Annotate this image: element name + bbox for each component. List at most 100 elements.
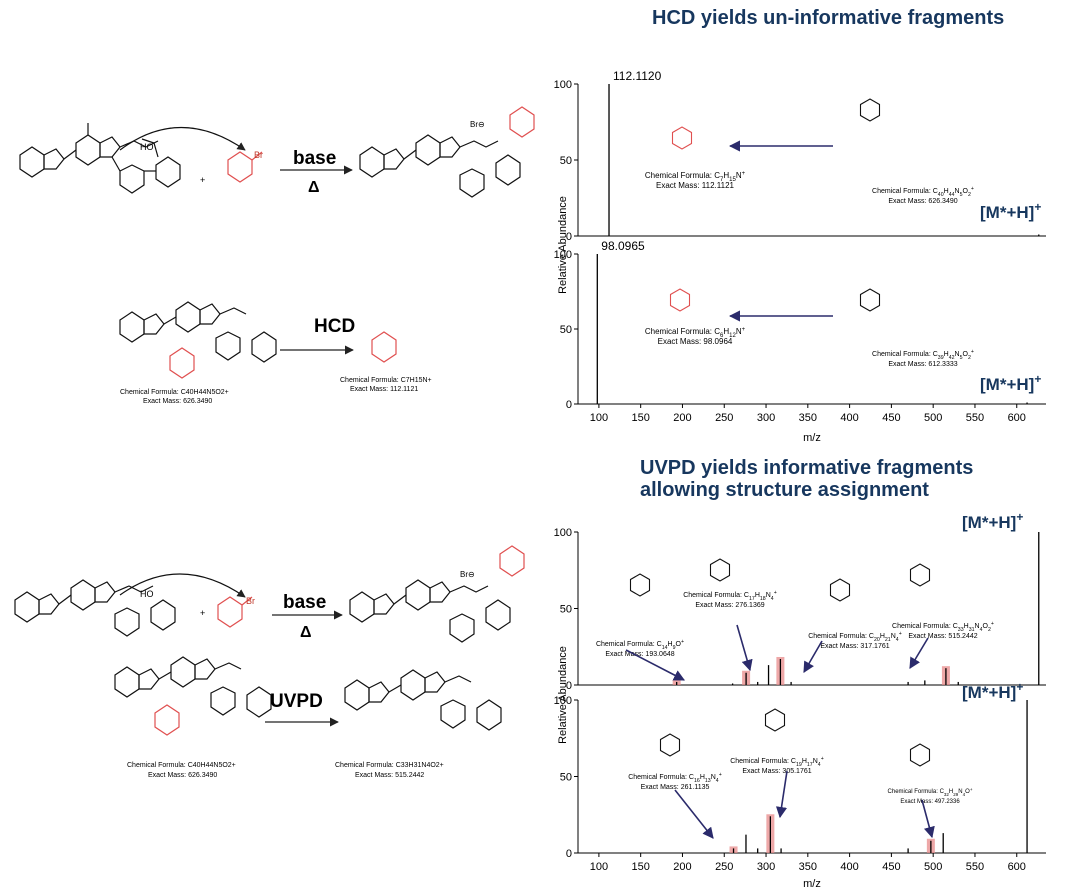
uvpd-bottom-fragment-305-mass: Exact Mass: 305.1761 [742, 768, 811, 775]
reaction-schemes: HO + Br base Δ Br⊖ Chemical Formula: C40… [14, 106, 535, 779]
scheme2-precursor-em: Exact Mass: 626.3490 [143, 398, 212, 405]
scheme3-br: Br [246, 596, 255, 606]
structure-glyph-8 [659, 733, 681, 757]
structure-glyph-4 [629, 573, 651, 597]
y-tick-label: 100 [554, 527, 572, 539]
x-tick-label: 600 [1008, 861, 1026, 873]
x-tick-label: 500 [924, 412, 942, 424]
hcd-top-precursor-mass: Exact Mass: 626.3490 [888, 198, 957, 205]
y-tick-label: 0 [566, 231, 572, 243]
x-tick-label: 250 [715, 861, 733, 873]
x-tick-label: 200 [673, 861, 691, 873]
uvpd-top-fragment-515-mass: Exact Mass: 515.2442 [908, 633, 977, 640]
uvpd-bottom-fragment-497-formula: Chemical Formula: C32H29N4O+ [888, 787, 973, 797]
x-tick-label: 300 [757, 412, 775, 424]
pointer-arrow-3 [736, 624, 753, 672]
scheme2-product-em: Exact Mass: 112.1121 [350, 386, 418, 393]
scheme1-oh-label: HO [140, 142, 154, 152]
hcd-top-fragment-formula: Chemical Formula: C7H15N+ [645, 171, 746, 183]
scheme4-precursor-cf: Chemical Formula: C40H44N5O2+ [127, 762, 236, 769]
scheme3-plus: + [200, 608, 205, 618]
scheme3-product [349, 545, 525, 643]
x-axis-title-hcd: m/z [803, 432, 821, 444]
scheme2-precursor-cf: Chemical Formula: C40H44N5O2+ [120, 389, 229, 396]
uvpd-top-fragment-515-formula: Chemical Formula: C33H31N4O2+ [892, 621, 994, 633]
scheme2-product-cf: Chemical Formula: C7H15N+ [340, 377, 432, 384]
pointer-arrow-7 [775, 770, 788, 819]
uvpd-top-fragment-193-mass: Exact Mass: 193.0648 [605, 651, 674, 658]
structure-glyph-9 [764, 708, 786, 732]
scheme4-product [344, 669, 502, 731]
spectrum-hcd_top: 0 50 100 112.1120 [554, 69, 1046, 243]
ion-label-hcd-top: [M*+H]+ [980, 200, 1041, 222]
uvpd-bottom-fragment-305-formula: Chemical Formula: C19H17N4+ [730, 756, 824, 768]
pointer-arrow-2 [625, 649, 685, 681]
scheme1-heat-label: Δ [308, 179, 320, 196]
scheme3-base-label: base [283, 592, 326, 613]
x-tick-label: 550 [966, 861, 984, 873]
x-tick-label: 150 [631, 861, 649, 873]
structure-glyph-2 [859, 98, 881, 122]
x-tick-label: 400 [840, 412, 858, 424]
hcd-bottom-fragment-formula: Chemical Formula: C6H12N+ [645, 327, 746, 339]
scheme1-br: Br [254, 150, 263, 160]
scheme4-product-em: Exact Mass: 515.2442 [355, 772, 424, 779]
peak-label: 112.1120 [613, 69, 662, 83]
y-tick-label: 50 [560, 155, 572, 167]
y-tick-label: 0 [566, 399, 572, 411]
hcd-top-precursor-formula: Chemical Formula: C40H44N5O2+ [872, 186, 974, 198]
y-tick-label: 100 [554, 695, 572, 707]
scheme3-heat-label: Δ [300, 624, 312, 641]
structure-glyph-6 [829, 578, 851, 602]
pointer-arrow-8 [921, 799, 935, 839]
scheme3-br-anion: Br⊖ [460, 570, 475, 579]
scheme3-piperidine [217, 596, 253, 628]
uvpd-bottom-fragment-497-mass: Exact Mass: 497.2336 [900, 799, 960, 805]
scheme4-uvpd-label: UVPD [270, 691, 323, 712]
scheme1-attack-arrow [119, 127, 246, 151]
peak-label: 98.0965 [601, 239, 645, 253]
uvpd-top-fragment-193-formula: Chemical Formula: C14H9O+ [596, 639, 684, 651]
scheme4-precursor-em: Exact Mass: 626.3490 [148, 772, 217, 779]
x-tick-label: 450 [882, 412, 900, 424]
x-tick-label: 250 [715, 412, 733, 424]
uvpd-top-fragment-276-mass: Exact Mass: 276.1369 [695, 602, 764, 609]
x-tick-label: 350 [799, 861, 817, 873]
structure-glyph-3 [859, 288, 881, 312]
uvpd-bottom-fragment-261-formula: Chemical Formula: C16H13N4+ [628, 772, 722, 784]
structure-glyph-5 [709, 558, 731, 582]
x-tick-label: 150 [631, 412, 649, 424]
scheme1-piperidine [227, 151, 263, 183]
y-tick-label: 100 [554, 249, 572, 261]
uvpd-top-fragment-317-formula: Chemical Formula: C20H21N4+ [808, 631, 902, 643]
uvpd-title-line1: UVPD yields informative fragments [640, 457, 974, 479]
ion-label-uvpd-top: [M*+H]+ [962, 510, 1023, 532]
scheme2-product [371, 331, 397, 363]
y-tick-label: 0 [566, 848, 572, 860]
uvpd-top-fragment-317-mass: Exact Mass: 317.1761 [820, 643, 889, 650]
x-tick-label: 200 [673, 412, 691, 424]
uvpd-title-line2: allowing structure assignment [640, 479, 929, 501]
hcd-bottom-precursor-mass: Exact Mass: 612.3333 [888, 361, 957, 368]
y-tick-label: 50 [560, 604, 572, 616]
scheme2-precursor [119, 301, 277, 379]
ion-label-uvpd-bottom: [M*+H]+ [962, 680, 1023, 702]
y-tick-label: 0 [566, 680, 572, 692]
hcd-bottom-fragment-mass: Exact Mass: 98.0964 [658, 337, 733, 346]
structure-glyph-1 [669, 288, 691, 312]
spectrum-uvpd_bottom: 0 50 100 100 150 200 250 300 350 400 450 500 550 600 [554, 695, 1046, 873]
y-tick-label: 50 [560, 324, 572, 336]
scheme1-product [359, 106, 535, 198]
ion-label-hcd-bottom: [M*+H]+ [980, 372, 1041, 394]
scheme1-reactant [19, 123, 181, 194]
x-tick-label: 100 [590, 861, 608, 873]
structure-glyph-7 [909, 563, 931, 587]
scheme3-attack-arrow [119, 573, 246, 598]
uvpd-bottom-fragment-261-mass: Exact Mass: 261.1135 [641, 784, 710, 791]
x-axis-title-uvpd: m/z [803, 878, 821, 890]
hcd-bottom-precursor-formula: Chemical Formula: C39H42N5O2+ [872, 349, 974, 361]
spectrum-hcd_bottom: 0 50 100 100 150 200 250 300 350 400 450 500 550 600 9… [554, 239, 1046, 424]
x-tick-label: 300 [757, 861, 775, 873]
spectrum-uvpd_top: 0 50 100 [554, 527, 1046, 692]
x-tick-label: 450 [882, 861, 900, 873]
